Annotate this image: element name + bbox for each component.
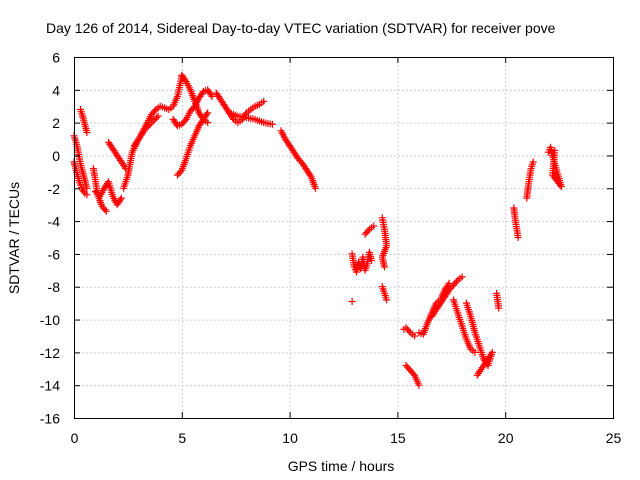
- y-tick-label: -6: [48, 246, 61, 262]
- data-point: [364, 227, 372, 235]
- data-point: [203, 110, 211, 118]
- data-marks: [70, 71, 565, 389]
- data-point: [151, 107, 158, 115]
- data-point: [268, 120, 276, 128]
- series-arc-25: [462, 299, 496, 379]
- series-arc-16: [348, 248, 375, 276]
- data-point: [101, 206, 109, 214]
- data-point: [208, 92, 216, 100]
- data-point: [134, 137, 142, 145]
- series-arc-29: [544, 143, 565, 191]
- data-point: [312, 184, 319, 192]
- data-point: [151, 115, 159, 123]
- series-arc-20: [400, 324, 419, 340]
- data-point: [176, 168, 184, 176]
- data-point: [381, 263, 388, 271]
- data-point: [306, 171, 314, 179]
- series-arc-19: [378, 283, 391, 304]
- y-tick-label: 4: [52, 82, 60, 98]
- grid: [74, 57, 613, 418]
- data-point: [154, 112, 162, 120]
- series-arc-23: [428, 273, 466, 320]
- data-point: [189, 104, 197, 112]
- data-point: [495, 304, 503, 312]
- series-arc-18: [378, 214, 391, 271]
- plot-frame: [74, 57, 614, 419]
- data-point: [83, 191, 91, 199]
- series-arc-15: [348, 298, 356, 305]
- y-tick-label: -2: [48, 181, 61, 197]
- data-point: [83, 129, 91, 136]
- data-point: [117, 194, 125, 202]
- series-arc-21: [402, 362, 423, 389]
- data-point: [102, 207, 110, 215]
- data-point: [415, 381, 423, 389]
- data-point: [471, 348, 479, 356]
- axis-ticks: 0 5 10 15 20 25 -16 -14 -12 -10 -8 -6 -4 -2 0 2 4 6: [40, 50, 622, 447]
- data-point: [153, 114, 160, 122]
- data-point: [181, 76, 189, 84]
- data-point: [80, 188, 88, 196]
- series-arc-5: [92, 178, 125, 209]
- data-point: [514, 234, 522, 241]
- series-arc-3: [77, 106, 91, 136]
- series-arc-10: [174, 109, 212, 179]
- x-tick-label: 25: [606, 430, 622, 446]
- series-arc-13: [225, 109, 276, 128]
- series-arc-12: [212, 89, 268, 127]
- data-point: [207, 91, 215, 99]
- data-point: [370, 222, 378, 230]
- data-point: [181, 117, 189, 125]
- y-tick-label: 0: [52, 148, 60, 164]
- series-arc-17: [361, 222, 378, 238]
- series-arc-6: [105, 138, 130, 173]
- data-point: [458, 273, 466, 281]
- series-arc-24: [450, 296, 479, 356]
- series-arc-27: [510, 204, 522, 241]
- series-arc-11: [169, 86, 216, 130]
- series-arc-22: [415, 279, 453, 338]
- data-point: [348, 298, 356, 305]
- chart-title: Day 126 of 2014, Sidereal Day-to-day VTE…: [46, 20, 556, 36]
- y-tick-label: -10: [40, 312, 60, 328]
- series-arc-7: [120, 112, 162, 192]
- y-tick-label: 6: [52, 50, 60, 66]
- y-tick-label: -12: [40, 345, 60, 361]
- y-tick-label: -4: [48, 214, 61, 230]
- y-axis-label: SDTVAR / TECUs: [6, 182, 22, 294]
- x-tick-label: 10: [282, 430, 298, 446]
- y-tick-label: -14: [40, 378, 60, 394]
- data-point: [550, 173, 558, 181]
- data-point: [473, 371, 481, 379]
- data-point: [260, 97, 268, 105]
- y-tick-label: -8: [48, 279, 61, 295]
- data-point: [529, 158, 537, 166]
- data-point: [551, 147, 559, 154]
- x-tick-label: 5: [178, 430, 186, 446]
- data-point: [409, 370, 417, 378]
- series-arc-26: [493, 289, 503, 312]
- x-tick-label: 20: [498, 430, 514, 446]
- y-tick-label: 2: [52, 115, 60, 131]
- data-point: [452, 278, 460, 286]
- data-point: [368, 257, 375, 264]
- x-tick-label: 15: [390, 430, 406, 446]
- data-point: [383, 296, 391, 304]
- y-tick-label: -16: [40, 411, 60, 427]
- data-point: [204, 119, 212, 127]
- series-arc-14: [277, 127, 319, 192]
- series-arc-2: [70, 158, 91, 199]
- data-point: [405, 327, 413, 335]
- x-axis-label: GPS time / hours: [288, 458, 395, 474]
- x-tick-label: 0: [71, 430, 79, 446]
- series-arc-8: [130, 73, 186, 150]
- series-arc-28: [523, 158, 537, 202]
- data-point: [204, 109, 212, 117]
- data-point: [83, 184, 91, 192]
- data-point: [116, 196, 124, 204]
- data-point: [411, 332, 419, 340]
